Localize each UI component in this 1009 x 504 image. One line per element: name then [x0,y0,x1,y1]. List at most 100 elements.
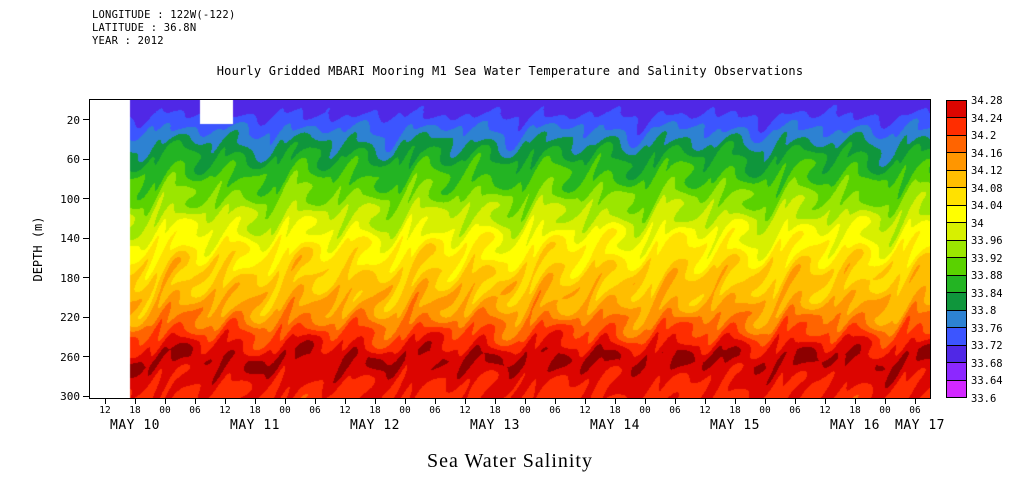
x-date-label: MAY 12 [350,418,400,433]
colorbar-tick-label: 33.88 [971,270,1003,283]
x-date-label: MAY 10 [110,418,160,433]
x-tick-mark [824,399,826,404]
colorbar-tick-label: 33.84 [971,287,1003,300]
year-label: YEAR : 2012 [92,35,164,47]
x-date-label: MAY 13 [470,418,520,433]
y-tick-mark [83,277,89,279]
y-tick-mark [83,158,89,160]
x-tick-mark [434,399,436,404]
x-tick-mark [494,399,496,404]
x-tick-mark [914,399,916,404]
x-tick-label: 00 [399,405,411,416]
x-tick-label: 06 [669,405,681,416]
x-tick-mark [674,399,676,404]
y-tick-mark [83,119,89,121]
station-info: LONGITUDE : 122W(-122) LATITUDE : 36.8N … [92,9,235,48]
colorbar-tick-label: 33.72 [971,340,1003,353]
y-tick-mark [83,395,89,397]
colorbar-tick-label: 34.16 [971,147,1003,160]
y-tick-label: 260 [60,350,80,364]
y-tick-mark [83,316,89,318]
x-tick-mark [104,399,106,404]
colorbar [946,100,967,398]
x-tick-mark [794,399,796,404]
colorbar-tick-label: 33.8 [971,305,997,318]
x-tick-label: 12 [339,405,351,416]
colorbar-cell [947,275,966,294]
x-tick-label: 06 [189,405,201,416]
y-tick-label: 300 [60,390,80,404]
colorbar-tick-label: 33.76 [971,322,1003,335]
x-tick-label: 06 [549,405,561,416]
colorbar-cell [947,345,966,364]
x-tick-mark [134,399,136,404]
colorbar-tick-label: 33.68 [971,357,1003,370]
x-date-label: MAY 15 [710,418,760,433]
x-tick-mark [884,399,886,404]
x-tick-label: 00 [639,405,651,416]
colorbar-cell [947,205,966,224]
x-date-label: MAY 17 [895,418,945,433]
y-tick-label: 140 [60,232,80,246]
x-tick-label: 18 [129,405,141,416]
x-tick-label: 12 [579,405,591,416]
x-tick-label: 18 [609,405,621,416]
x-tick-label: 00 [759,405,771,416]
x-tick-label: 00 [879,405,891,416]
x-tick-label: 06 [789,405,801,416]
x-tick-mark [764,399,766,404]
colorbar-cell [947,170,966,189]
salinity-heatmap-canvas [90,100,930,398]
x-tick-label: 18 [849,405,861,416]
colorbar-cell [947,135,966,154]
colorbar-tick-label: 34.2 [971,130,997,143]
colorbar-tick-label: 34.04 [971,200,1003,213]
y-tick-label: 20 [66,113,80,127]
x-tick-mark [614,399,616,404]
x-tick-label: 12 [819,405,831,416]
colorbar-cell [947,293,966,311]
x-tick-mark [464,399,466,404]
x-date-label: MAY 14 [590,418,640,433]
x-date-label: MAY 16 [830,418,880,433]
x-tick-label: 18 [729,405,741,416]
x-axis-title: Sea Water Salinity [427,450,593,472]
y-axis-label: DEPTH (m) [31,216,45,282]
colorbar-tick-label: 33.6 [971,393,997,405]
x-tick-mark [554,399,556,404]
x-tick-mark [224,399,226,404]
x-date-label: MAY 11 [230,418,280,433]
y-tick-label: 60 [66,153,80,167]
x-tick-mark [344,399,346,404]
x-tick-mark [164,399,166,404]
colorbar-cell [947,363,966,381]
x-tick-mark [524,399,526,404]
x-tick-label: 00 [279,405,291,416]
x-tick-mark [734,399,736,404]
x-tick-label: 00 [159,405,171,416]
x-tick-label: 06 [429,405,441,416]
colorbar-tick-label: 33.64 [971,375,1003,388]
y-tick-label: 220 [60,311,80,325]
x-tick-mark [704,399,706,404]
colorbar-cell [947,223,966,241]
longitude-label: LONGITUDE : 122W(-122) [92,9,236,21]
y-tick-label: 180 [60,271,80,285]
colorbar-tick-label: 34.24 [971,112,1003,125]
x-tick-label: 18 [489,405,501,416]
colorbar-tick-label: 33.96 [971,235,1003,248]
colorbar-cell [947,310,966,329]
x-tick-mark [404,399,406,404]
y-tick-mark [83,356,89,358]
colorbar-tick-label: 34.28 [971,95,1003,107]
colorbar-cell [947,153,966,171]
colorbar-tick-label: 34.08 [971,182,1003,195]
x-tick-label: 06 [909,405,921,416]
x-tick-mark [194,399,196,404]
y-tick-label: 100 [60,192,80,206]
colorbar-cell [947,258,966,276]
x-tick-label: 06 [309,405,321,416]
x-tick-label: 00 [519,405,531,416]
colorbar-tick-label: 34 [971,217,984,230]
